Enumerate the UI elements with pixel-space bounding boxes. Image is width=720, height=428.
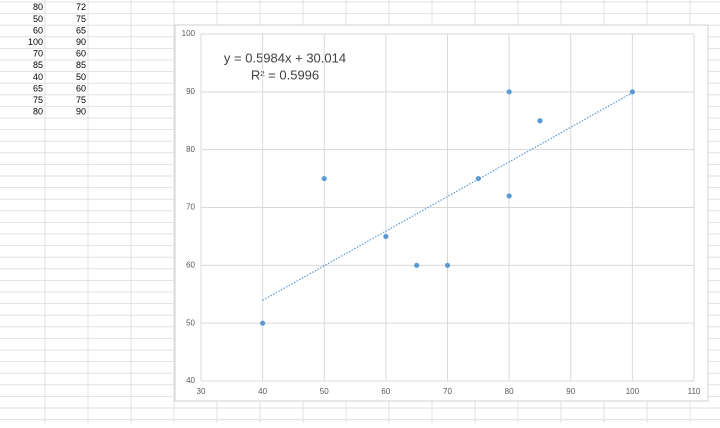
cell: 60 xyxy=(76,49,86,59)
cell: 65 xyxy=(33,83,43,93)
cell: 75 xyxy=(33,95,43,105)
x-tick-label: 80 xyxy=(505,387,514,396)
x-tick-label: 30 xyxy=(197,387,206,396)
cell: 50 xyxy=(76,72,86,82)
point xyxy=(629,89,635,95)
point xyxy=(506,193,512,199)
x-tick-label: 90 xyxy=(566,387,575,396)
cell: 80 xyxy=(33,2,43,12)
point xyxy=(260,320,266,326)
cell: 85 xyxy=(33,60,43,70)
y-tick-label: 90 xyxy=(186,87,195,96)
x-tick-label: 70 xyxy=(443,387,452,396)
chart-area[interactable] xyxy=(174,24,709,402)
x-tick-label: 60 xyxy=(381,387,390,396)
y-tick-label: 70 xyxy=(186,203,195,212)
cell: 72 xyxy=(76,2,86,12)
point xyxy=(414,262,420,268)
point xyxy=(475,175,481,182)
cell: 85 xyxy=(76,60,86,70)
point xyxy=(321,175,327,182)
cell: 100 xyxy=(28,37,43,47)
y-tick-label: 40 xyxy=(186,376,195,385)
point xyxy=(444,262,451,268)
x-tick-label: 40 xyxy=(258,387,267,396)
y-tick-label: 60 xyxy=(186,260,195,269)
x-tick-label: 100 xyxy=(626,387,640,396)
cell: 60 xyxy=(76,83,86,93)
y-tick-label: 80 xyxy=(186,145,195,154)
point xyxy=(506,89,512,95)
y-tick-label: 100 xyxy=(182,29,196,38)
x-tick-label: 110 xyxy=(688,387,701,396)
cell: 90 xyxy=(76,37,86,47)
cell: 70 xyxy=(33,49,43,59)
cell: 90 xyxy=(76,107,86,117)
cell: 40 xyxy=(33,72,43,82)
point xyxy=(383,233,389,240)
y-tick-label: 50 xyxy=(186,318,195,327)
point xyxy=(537,118,543,124)
cell: 80 xyxy=(33,107,43,117)
r-squared: R² = 0.5996 xyxy=(251,67,319,82)
cell: 65 xyxy=(76,25,86,35)
cell: 50 xyxy=(33,14,43,24)
x-tick-label: 50 xyxy=(320,387,329,396)
cell: 75 xyxy=(76,95,86,105)
cell: 75 xyxy=(76,14,86,24)
cell: 60 xyxy=(33,25,43,35)
trendline-equation: y = 0.5984x + 30.014 xyxy=(224,50,346,65)
